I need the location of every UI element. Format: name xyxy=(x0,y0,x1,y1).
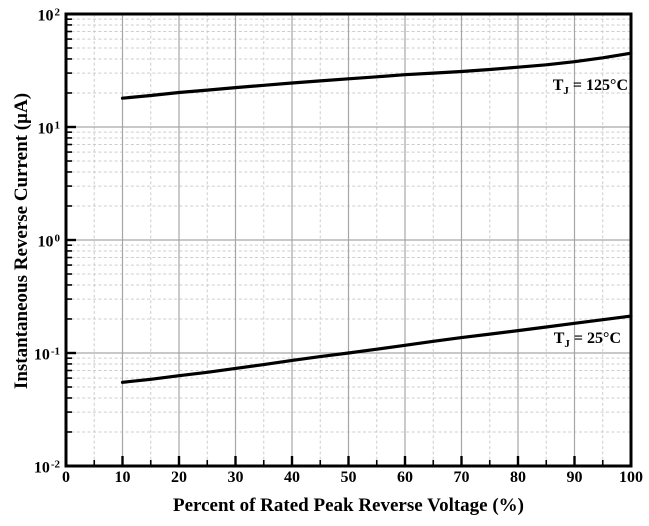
y-tick-label-10e2: 102 xyxy=(37,6,61,25)
x-tick-label-100: 100 xyxy=(619,469,643,486)
y-tick-label-10e0: 100 xyxy=(37,232,61,251)
x-tick-label-0: 0 xyxy=(62,469,70,486)
curve-series-1 xyxy=(120,314,633,384)
annotation-subscript: J xyxy=(563,85,569,98)
x-tick-label-50: 50 xyxy=(340,469,357,486)
x-tick-label-20: 20 xyxy=(171,469,187,486)
curve-series-0 xyxy=(120,51,633,100)
y-tick-label-10e-2: 10-2 xyxy=(33,458,60,477)
x-tick-label-90: 90 xyxy=(566,469,583,486)
x-tick-label-30: 30 xyxy=(227,469,244,486)
series-annotation-25c: TJ = 25°C xyxy=(553,330,621,351)
x-tick-label-40: 40 xyxy=(284,469,300,486)
annotation-suffix: = 125°C xyxy=(568,77,628,94)
annotation-suffix: = 25°C xyxy=(569,330,621,347)
x-axis-title: Percent of Rated Peak Reverse Voltage (%… xyxy=(172,495,525,516)
x-tick-label-10: 10 xyxy=(114,469,131,486)
plot-frame xyxy=(64,12,633,468)
annotation-base: T xyxy=(552,77,564,94)
annotation-base: T xyxy=(553,330,565,347)
y-tick-label-10e-1: 10-1 xyxy=(33,345,60,364)
x-tick-label-60: 60 xyxy=(397,469,413,486)
y-tick-label-10e1: 101 xyxy=(37,119,61,138)
x-tick-label-70: 70 xyxy=(453,469,470,486)
series-annotation-125c: TJ = 125°C xyxy=(552,77,628,98)
x-tick-label-80: 80 xyxy=(510,469,526,486)
annotation-subscript: J xyxy=(564,338,570,351)
